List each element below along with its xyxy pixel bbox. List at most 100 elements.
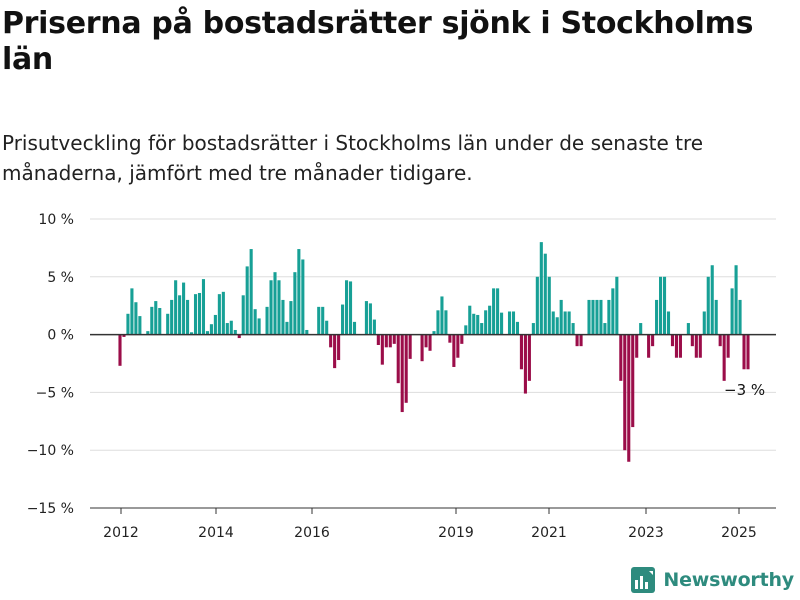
chart-subtitle: Prisutveckling för bostadsrätter i Stock…: [2, 131, 704, 185]
bar: [345, 280, 349, 335]
bar: [444, 310, 448, 335]
x-tick-label: 2021: [531, 525, 567, 541]
bar: [118, 334, 122, 366]
bar: [237, 334, 241, 339]
bar: [404, 334, 408, 403]
bar: [182, 282, 186, 335]
bar: [448, 334, 452, 343]
bar: [472, 313, 476, 335]
last-value-annotation: −3 %: [724, 381, 765, 399]
bar: [631, 334, 635, 428]
bar: [400, 334, 404, 413]
bar: [245, 266, 249, 335]
bar: [539, 242, 543, 335]
bar: [603, 323, 607, 335]
bar: [511, 311, 516, 335]
bar: [742, 334, 746, 370]
bar: [158, 308, 162, 335]
bar: [452, 334, 456, 367]
bar: [368, 303, 372, 335]
bar: [599, 299, 603, 335]
bar: [559, 299, 563, 335]
bar: [492, 288, 496, 335]
bar: [488, 305, 492, 335]
bar: [551, 311, 555, 335]
y-tick-label: 5 %: [47, 270, 74, 286]
bar: [150, 306, 154, 335]
bar: [543, 253, 547, 335]
bar: [352, 321, 357, 335]
bar: [507, 311, 512, 335]
bar: [714, 299, 718, 335]
bar: [702, 311, 706, 335]
bar: [424, 334, 428, 348]
bar: [515, 321, 520, 335]
bar: [623, 334, 627, 451]
bar: [436, 310, 440, 335]
bar: [476, 314, 480, 335]
bar: [674, 334, 679, 358]
bar: [321, 306, 325, 335]
bar: [174, 280, 178, 335]
bar: [591, 299, 595, 335]
bar: [364, 301, 368, 335]
bar: [496, 288, 500, 335]
y-axis-ticks: 10 % 5 % 0 % −5 % −10 % −15 %: [27, 212, 74, 517]
bar: [408, 334, 412, 359]
brand-name: Newsworthy: [663, 569, 794, 591]
bar: [217, 294, 221, 335]
bar: [746, 334, 750, 370]
bar: [579, 334, 583, 347]
bar: [659, 276, 663, 335]
x-tick-label: 2016: [294, 525, 330, 541]
bar: [639, 323, 643, 335]
bar: [138, 316, 142, 335]
y-tick-label: −15 %: [27, 501, 74, 517]
bar: [519, 334, 523, 370]
x-tick-label: 2023: [628, 525, 664, 541]
bar: [575, 334, 579, 347]
bar: [666, 311, 671, 335]
bar: [281, 299, 285, 335]
bar: [500, 312, 504, 335]
bar: [257, 318, 261, 335]
bar: [380, 334, 384, 365]
bar: [392, 334, 396, 344]
bar: [722, 334, 726, 381]
bar: [547, 276, 551, 335]
bar: [655, 299, 659, 335]
bar: [317, 306, 321, 335]
bar: [460, 334, 464, 344]
bar: [734, 265, 738, 335]
bar: [738, 299, 742, 335]
bar: [432, 331, 436, 335]
bar: [706, 276, 710, 335]
bar: [607, 299, 611, 335]
bar: [710, 265, 714, 335]
bar: [329, 334, 333, 348]
bar: [484, 310, 488, 335]
bar: [325, 320, 329, 335]
bar: [686, 323, 690, 335]
bar: [277, 280, 281, 335]
bar: [201, 279, 206, 335]
bar: [464, 325, 468, 335]
bar: [372, 319, 376, 335]
bar: [126, 313, 130, 335]
bar: [480, 323, 484, 335]
bar: [193, 294, 198, 335]
bar: [726, 334, 730, 358]
bar: [221, 291, 225, 335]
bar: [122, 334, 126, 337]
bar: [273, 272, 277, 335]
bar: [134, 302, 138, 335]
bar: [229, 320, 233, 335]
bar: [384, 334, 388, 348]
bar: [297, 249, 301, 335]
bar: [587, 299, 591, 335]
bar: [305, 329, 309, 335]
bar: [376, 334, 380, 345]
bar: [647, 334, 651, 358]
bar: [146, 331, 150, 335]
